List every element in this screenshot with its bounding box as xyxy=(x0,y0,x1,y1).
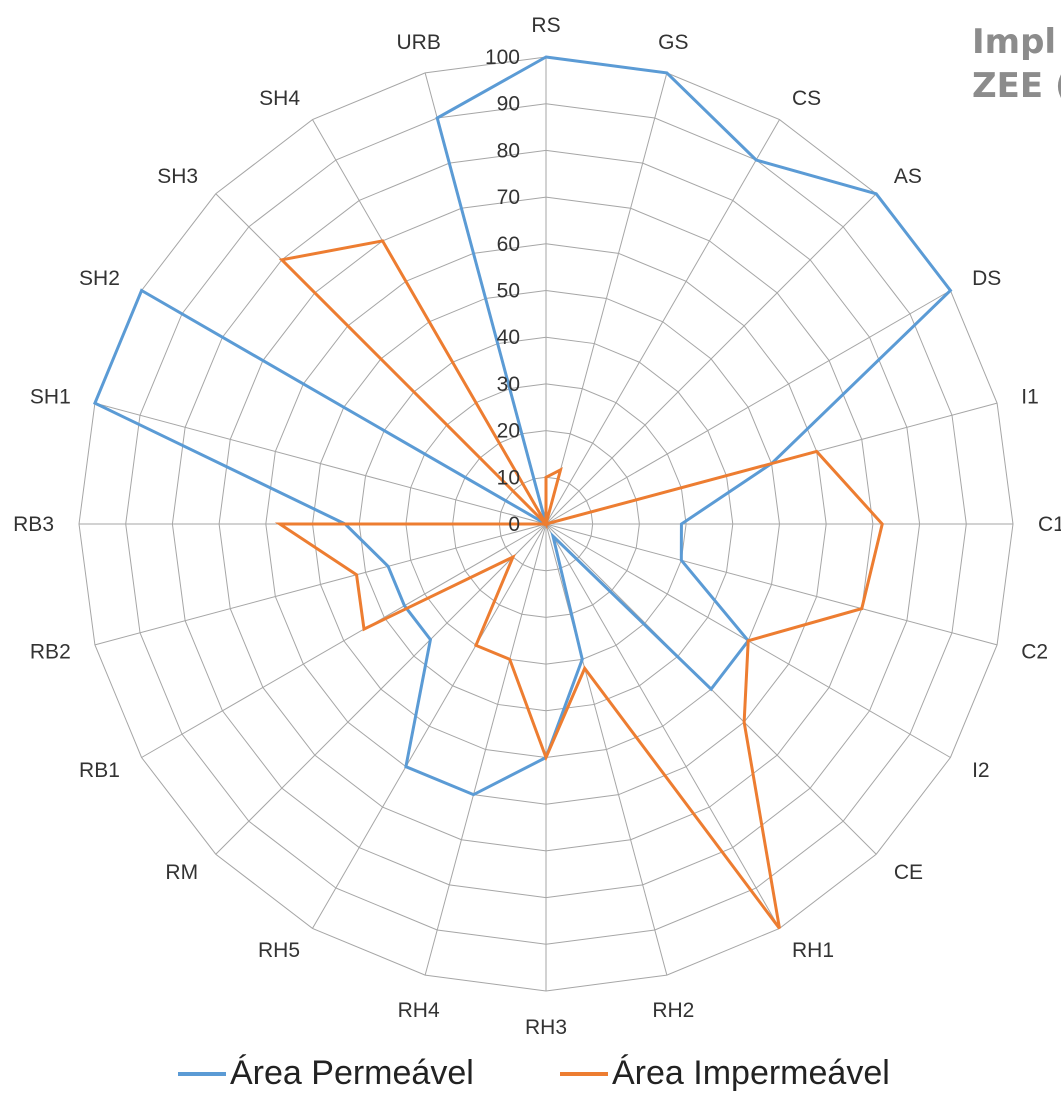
category-label-rb1: RB1 xyxy=(79,759,120,782)
radial-axis-ticks: 0 10 20 30 40 50 60 70 80 90 100 xyxy=(485,46,520,536)
grid-spoke xyxy=(94,402,547,525)
category-label-sh1: SH1 xyxy=(30,386,71,409)
radial-tick-label: 30 xyxy=(497,373,520,396)
grid-spoke xyxy=(545,119,780,525)
series-line-impermeavel xyxy=(274,239,884,930)
radial-tick-label: 80 xyxy=(497,139,520,162)
category-label-ds: DS xyxy=(972,267,1001,290)
category-label-i1: I1 xyxy=(1021,386,1039,409)
radial-tick-label: 10 xyxy=(497,466,520,489)
category-label-cs: CS xyxy=(792,87,821,110)
category-labels: RS GS CS AS DS I1 C1 C2 I2 CE RH1 RH2 RH3 RH4 RH5 RM RB1… xyxy=(13,14,1061,1039)
category-label-i2: I2 xyxy=(972,759,990,782)
radial-tick-label: 60 xyxy=(497,233,520,256)
category-label-rh1: RH1 xyxy=(792,939,834,962)
legend-item-impermeavel: Área Impermeável xyxy=(560,1054,890,1093)
category-label-rs: RS xyxy=(531,14,560,37)
category-label-rh2: RH2 xyxy=(652,999,694,1022)
category-label-rh5: RH5 xyxy=(258,939,300,962)
radial-tick-label: 90 xyxy=(497,93,520,116)
legend-swatch-impermeavel xyxy=(560,1071,608,1076)
grid-spoke xyxy=(545,290,951,525)
grid-spoke xyxy=(424,523,547,976)
radial-tick-label: 100 xyxy=(485,46,520,69)
chart-title-line-2: ZEE ( xyxy=(972,66,1061,106)
legend-item-permeavel: Área Permeável xyxy=(178,1054,474,1093)
category-label-gs: GS xyxy=(658,31,688,54)
grid-spoke xyxy=(545,72,668,525)
category-label-as: AS xyxy=(894,165,922,188)
legend-label-permeavel: Área Permeável xyxy=(230,1054,474,1092)
category-label-sh3: SH3 xyxy=(157,165,198,188)
category-label-rm: RM xyxy=(165,861,198,884)
radial-tick-label: 40 xyxy=(497,326,520,349)
grid-spoke xyxy=(215,523,547,855)
legend-label-impermeavel: Área Impermeável xyxy=(612,1054,890,1092)
grid-spoke xyxy=(312,523,547,929)
chart-title: Impl ZEE ( xyxy=(972,20,1061,108)
chart-legend: Área Permeável Área Impermeável xyxy=(0,1054,1061,1100)
grid-spoke xyxy=(545,193,877,525)
legend-swatch-permeavel xyxy=(178,1071,226,1076)
category-label-sh2: SH2 xyxy=(79,267,120,290)
category-label-ce: CE xyxy=(894,861,923,884)
category-label-urb: URB xyxy=(396,31,440,54)
category-label-rh4: RH4 xyxy=(398,999,440,1022)
category-label-rh3: RH3 xyxy=(525,1016,567,1039)
radial-tick-label: 50 xyxy=(497,280,520,303)
grid-spoke xyxy=(94,523,547,646)
grid-spoke xyxy=(545,523,668,976)
grid-spoke xyxy=(545,523,780,929)
category-label-c2: C2 xyxy=(1021,640,1048,663)
series-line-permeavel xyxy=(92,55,953,797)
chart-title-line-1: Impl xyxy=(972,22,1057,62)
category-label-sh4: SH4 xyxy=(259,87,300,110)
radar-series xyxy=(92,55,953,930)
radar-chart: 0 10 20 30 40 50 60 70 80 90 100 RS GS CS AS DS I1 C1 C2 I… xyxy=(13,14,1061,1039)
category-label-rb2: RB2 xyxy=(30,640,71,663)
radial-tick-label: 20 xyxy=(497,420,520,443)
category-label-c1: C1 xyxy=(1038,513,1061,536)
category-label-rb3: RB3 xyxy=(13,513,54,536)
grid-spoke xyxy=(141,523,547,758)
grid-spoke xyxy=(545,523,998,646)
radial-tick-label: 0 xyxy=(508,513,520,536)
radial-tick-label: 70 xyxy=(497,186,520,209)
